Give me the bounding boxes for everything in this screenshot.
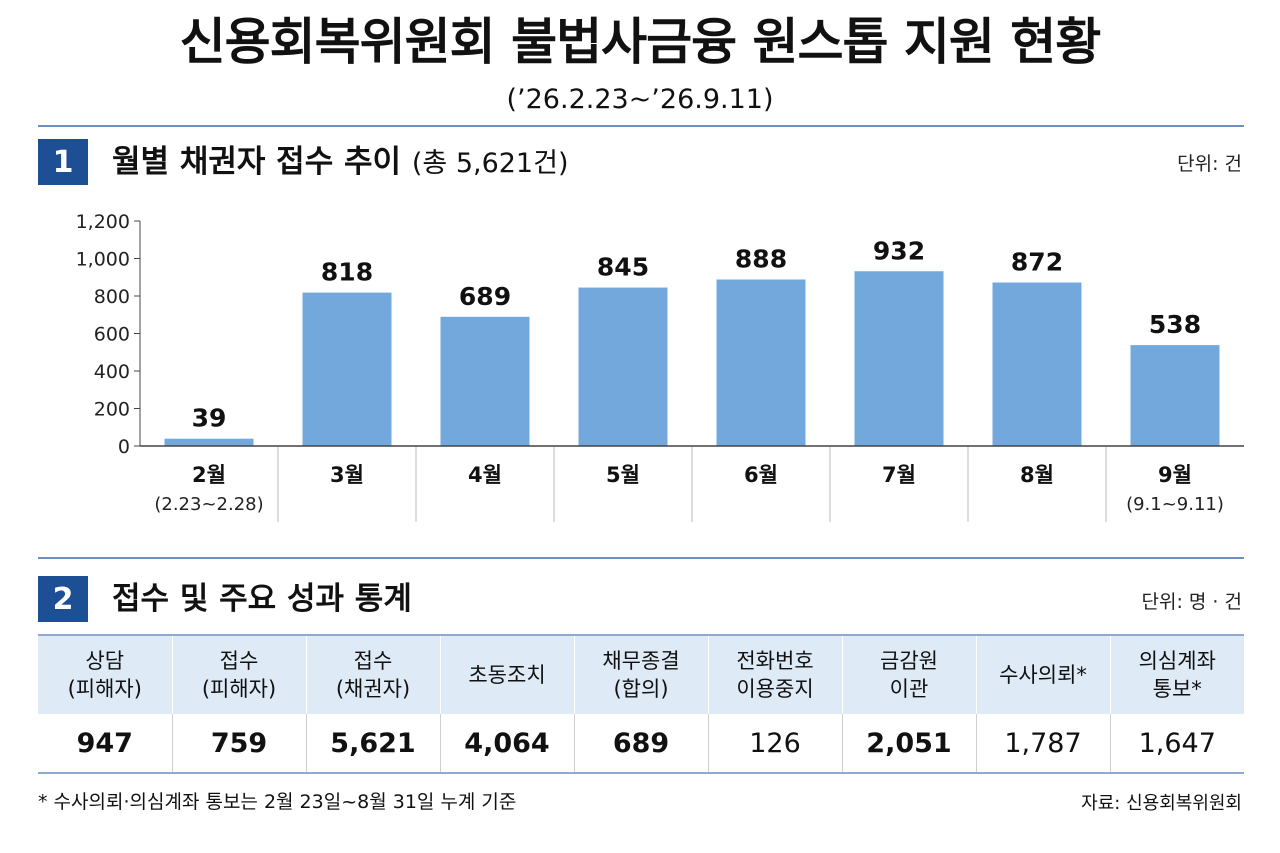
stats-col-header-line1: 초동조치 xyxy=(468,663,546,687)
stats-col-header-line2: (피해자) xyxy=(67,677,142,701)
section1-number-badge: 1 xyxy=(38,139,88,185)
x-category-label: 4월 xyxy=(468,463,502,487)
bar-7 xyxy=(992,282,1082,446)
source-credit: 자료: 신용회복위원회 xyxy=(1081,793,1242,814)
y-tick-label: 400 xyxy=(94,361,130,383)
section1-top-rule xyxy=(38,125,1244,127)
section1-title: 월별 채권자 접수 추이 (총 5,621건) xyxy=(112,139,569,187)
stats-col-header-line1: 수사의뢰* xyxy=(999,663,1087,687)
stats-value-cell: 759 xyxy=(171,714,306,774)
section2-number-badge: 2 xyxy=(38,576,88,622)
stats-value-cell: 2,051 xyxy=(841,714,976,774)
bar-data-label: 872 xyxy=(1011,248,1063,277)
stats-col-header: 접수 (채권자) xyxy=(305,635,440,714)
stats-col-header-line1: 접수 xyxy=(219,649,259,673)
x-category-label: 9월 xyxy=(1158,463,1192,487)
section1-title-text: 월별 채권자 접수 추이 xyxy=(112,144,402,180)
bar-5 xyxy=(716,279,806,446)
stats-col-header-line1: 상담 xyxy=(85,649,125,673)
stats-col-header-line2: (피해자) xyxy=(201,677,277,701)
bar-data-label: 39 xyxy=(192,404,227,433)
section2-unit-label: 단위: 명 · 건 xyxy=(1141,591,1242,613)
bar-3 xyxy=(440,316,530,446)
x-category-label: 3월 xyxy=(330,463,364,487)
stats-value-cell: 126 xyxy=(707,714,842,774)
stats-col-header-line2: 이용중지 xyxy=(736,677,814,701)
x-category-label: 5월 xyxy=(606,463,640,487)
x-category-sublabel: (2.23~2.28) xyxy=(154,494,263,515)
section2-top-rule xyxy=(38,557,1244,559)
stats-col-header-line1: 전화번호 xyxy=(736,649,814,673)
y-tick-label: 1,200 xyxy=(76,211,130,233)
bar-data-label: 689 xyxy=(459,282,511,311)
x-category-label: 6월 xyxy=(744,463,778,487)
stats-value-cell: 1,647 xyxy=(1109,714,1244,774)
y-tick-label: 600 xyxy=(94,324,130,346)
stats-col-header: 채무종결 (합의) xyxy=(573,635,708,714)
y-tick-label: 0 xyxy=(118,436,130,458)
stats-col-header-line1: 금감원 xyxy=(880,649,938,673)
stats-col-header-line1: 접수 xyxy=(353,649,393,673)
bar-4 xyxy=(578,287,668,446)
section1-unit-label: 단위: 건 xyxy=(1177,153,1242,175)
stats-value-cell: 4,064 xyxy=(439,714,574,774)
bar-1 xyxy=(164,438,254,446)
bar-6 xyxy=(854,271,944,446)
section2-title: 접수 및 주요 성과 통계 xyxy=(112,581,412,617)
stats-col-header: 초동조치 xyxy=(439,635,574,714)
bar-data-label: 818 xyxy=(321,258,373,287)
stats-col-header-line2: (채권자) xyxy=(335,677,411,701)
stats-value-cell: 947 xyxy=(38,714,172,774)
stats-col-header-line1: 채무종결 xyxy=(602,649,680,673)
y-tick-label: 200 xyxy=(94,399,130,421)
bar-data-label: 845 xyxy=(597,253,649,282)
stats-value-cell: 1,787 xyxy=(975,714,1110,774)
footnote: * 수사의뢰·의심계좌 통보는 2월 23일~8월 31일 누계 기준 xyxy=(38,791,517,813)
y-tick-label: 1,000 xyxy=(76,249,130,271)
bar-data-label: 538 xyxy=(1149,310,1201,339)
stats-col-header: 접수 (피해자) xyxy=(171,635,306,714)
stats-col-header: 상담 (피해자) xyxy=(38,635,172,714)
x-category-label: 8월 xyxy=(1020,463,1054,487)
x-category-sublabel: (9.1~9.11) xyxy=(1126,494,1224,515)
bar-data-label: 932 xyxy=(873,236,925,265)
section1-total-note: (총 5,621건) xyxy=(411,148,569,179)
bar-2 xyxy=(302,292,392,446)
monthly-bar-chart: 0 200 400 600 800 1,000 1,200 39 2월 (2.23~2.28) 81… xyxy=(76,211,1244,522)
page-title: 신용회복위원회 불법사금융 원스톱 지원 현황 xyxy=(179,13,1102,71)
stats-value-cell: 689 xyxy=(573,714,708,774)
stats-value-cell: 5,621 xyxy=(305,714,440,774)
bar-data-label: 888 xyxy=(735,245,787,274)
x-category-label: 7월 xyxy=(882,463,916,487)
stats-col-header: 수사의뢰* xyxy=(975,635,1110,714)
period-subtitle: (’26.2.23~’26.9.11) xyxy=(506,84,774,115)
stats-value-row: 947 759 5,621 4,064 689 126 2,051 1,787 1,647 xyxy=(38,714,1244,774)
x-category-label: 2월 xyxy=(192,463,226,487)
stats-col-header-line1: 의심계좌 xyxy=(1138,649,1216,673)
y-tick-label: 800 xyxy=(94,286,130,308)
stats-col-header-line2: 통보* xyxy=(1152,677,1202,701)
stats-col-header-line2: (합의) xyxy=(613,677,669,701)
stats-col-header-line2: 이관 xyxy=(889,677,929,701)
bar-8 xyxy=(1130,345,1220,446)
